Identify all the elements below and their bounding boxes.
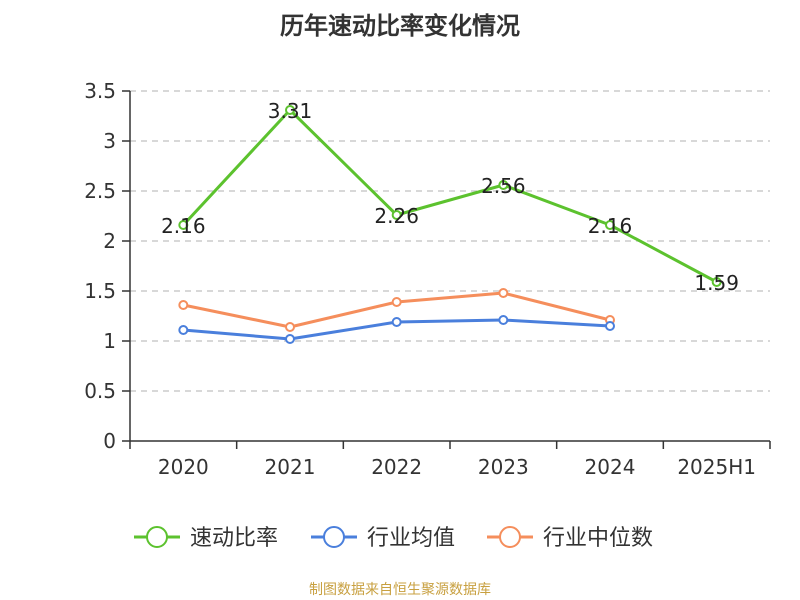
data-label: 3.31 (268, 99, 313, 123)
data-point (498, 315, 509, 325)
data-point (285, 105, 295, 115)
x-tick-label: 2021 (265, 455, 316, 479)
data-point (178, 325, 189, 335)
data-point (391, 317, 402, 327)
legend-label: 行业中位数 (543, 526, 653, 551)
legend-marker (499, 526, 521, 548)
data-point (391, 210, 402, 220)
data-point (178, 300, 189, 310)
data-point (498, 288, 509, 298)
x-tick-label: 2024 (585, 455, 636, 479)
legend-marker (146, 526, 168, 548)
x-tick-label: 2020 (158, 455, 209, 479)
x-tick-label: 2023 (478, 455, 529, 479)
data-label: 2.16 (588, 214, 633, 238)
legend-label: 速动比率 (190, 526, 278, 551)
data-label: 2.56 (481, 174, 526, 198)
y-tick-label: 3 (103, 129, 116, 153)
y-tick-label: 1.5 (84, 279, 116, 303)
x-tick-label: 2022 (371, 455, 422, 479)
source-footer: 制图数据来自恒生聚源数据库 (309, 582, 491, 598)
legend-marker (323, 526, 345, 548)
y-tick-label: 2 (103, 229, 116, 253)
data-label: 2.16 (161, 214, 206, 238)
x-tick-label: 2025H1 (677, 455, 756, 479)
y-tick-label: 0 (103, 429, 116, 453)
data-point (498, 180, 509, 190)
data-point (285, 334, 295, 344)
data-point (605, 220, 615, 230)
y-tick-label: 1 (103, 329, 116, 353)
series-line-0 (182, 108, 718, 284)
data-point (391, 297, 402, 307)
data-point (605, 321, 615, 331)
data-label: 2.26 (374, 204, 419, 228)
y-tick-label: 3.5 (84, 79, 116, 103)
chart-title: 历年速动比率变化情况 (280, 12, 520, 40)
y-tick-label: 2.5 (84, 179, 116, 203)
data-point (178, 220, 189, 230)
data-point (711, 277, 722, 287)
data-point (285, 322, 295, 332)
legend-label: 行业均值 (367, 526, 455, 551)
y-tick-label: 0.5 (84, 379, 116, 403)
data-label: 1.59 (694, 271, 739, 295)
